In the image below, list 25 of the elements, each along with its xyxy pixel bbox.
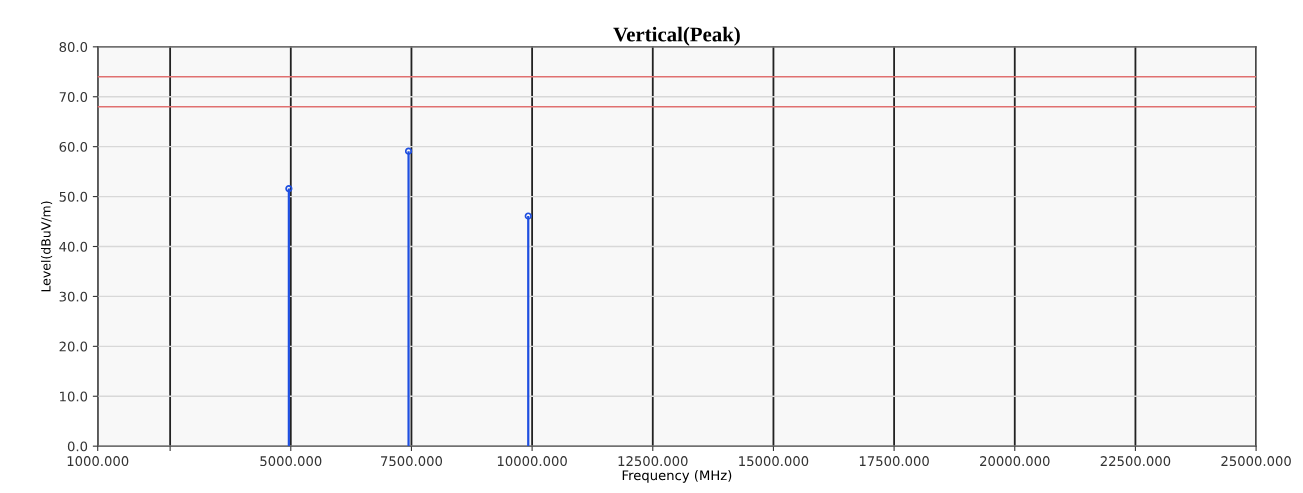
x-tick-label: 25000.000 [1221,456,1291,467]
y-tick-label: 50.0 [59,191,88,202]
y-tick-label: 40.0 [59,241,88,252]
y-tick-label: 30.0 [59,291,88,302]
x-tick-label: 5000.000 [260,456,322,467]
x-tick-label: 22500.000 [1100,456,1171,467]
y-tick-label: 10.0 [60,391,88,402]
y-tick-label: 70.0 [59,91,88,102]
point [404,147,413,155]
x-tick-label: 10000.000 [497,456,567,467]
point [285,184,293,193]
x-tick-label: 12500.000 [618,456,688,467]
y-tick-label: 80.0 [59,42,88,53]
y-tick-label: 20.0 [59,341,88,352]
chart-title: Vertical(Peak) [613,26,740,46]
y-tick-label: 60.0 [59,141,88,152]
x-tick-label: 7500.000 [381,456,443,467]
x-tick-label: 17500.000 [859,456,929,467]
x-tick-label: 1000.000 [67,456,129,467]
y-tick-label: 0.0 [67,441,88,452]
x-tick-label: 15000.000 [739,456,809,467]
y-axis-title: Level(dBuV/m) [40,201,53,292]
point [524,212,532,220]
x-tick-label: 20000.000 [980,456,1050,467]
x-axis-title: Frequency (MHz) [622,470,732,483]
